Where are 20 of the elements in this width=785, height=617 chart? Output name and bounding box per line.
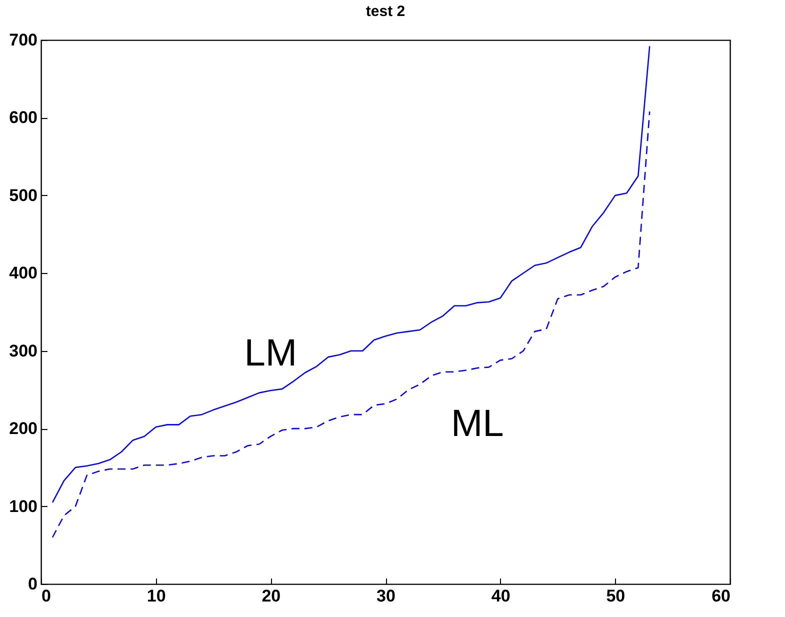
- line-series: [52, 110, 650, 538]
- y-tick-label: 0: [28, 574, 38, 594]
- x-tick-label: 40: [491, 586, 510, 606]
- x-tick-label: 10: [146, 586, 166, 606]
- series-label: ML: [450, 402, 504, 445]
- y-tick-label: 700: [9, 30, 38, 50]
- y-tick-label: 200: [9, 419, 38, 438]
- x-tick-label: 30: [376, 586, 396, 606]
- y-tick-label: 500: [9, 186, 38, 205]
- y-tick-label: 400: [9, 264, 38, 283]
- y-tick-label: 300: [9, 341, 38, 360]
- line-series: [52, 46, 650, 504]
- y-tick-label: 100: [9, 496, 38, 516]
- chart-title: test 2: [366, 3, 406, 20]
- y-tick-label: 600: [9, 108, 38, 128]
- x-tick-label: 20: [262, 586, 281, 606]
- x-tick-label: 0: [42, 586, 51, 606]
- x-tick-label: 50: [606, 586, 626, 606]
- series-label: LM: [244, 332, 298, 374]
- x-tick-label: 60: [712, 586, 730, 606]
